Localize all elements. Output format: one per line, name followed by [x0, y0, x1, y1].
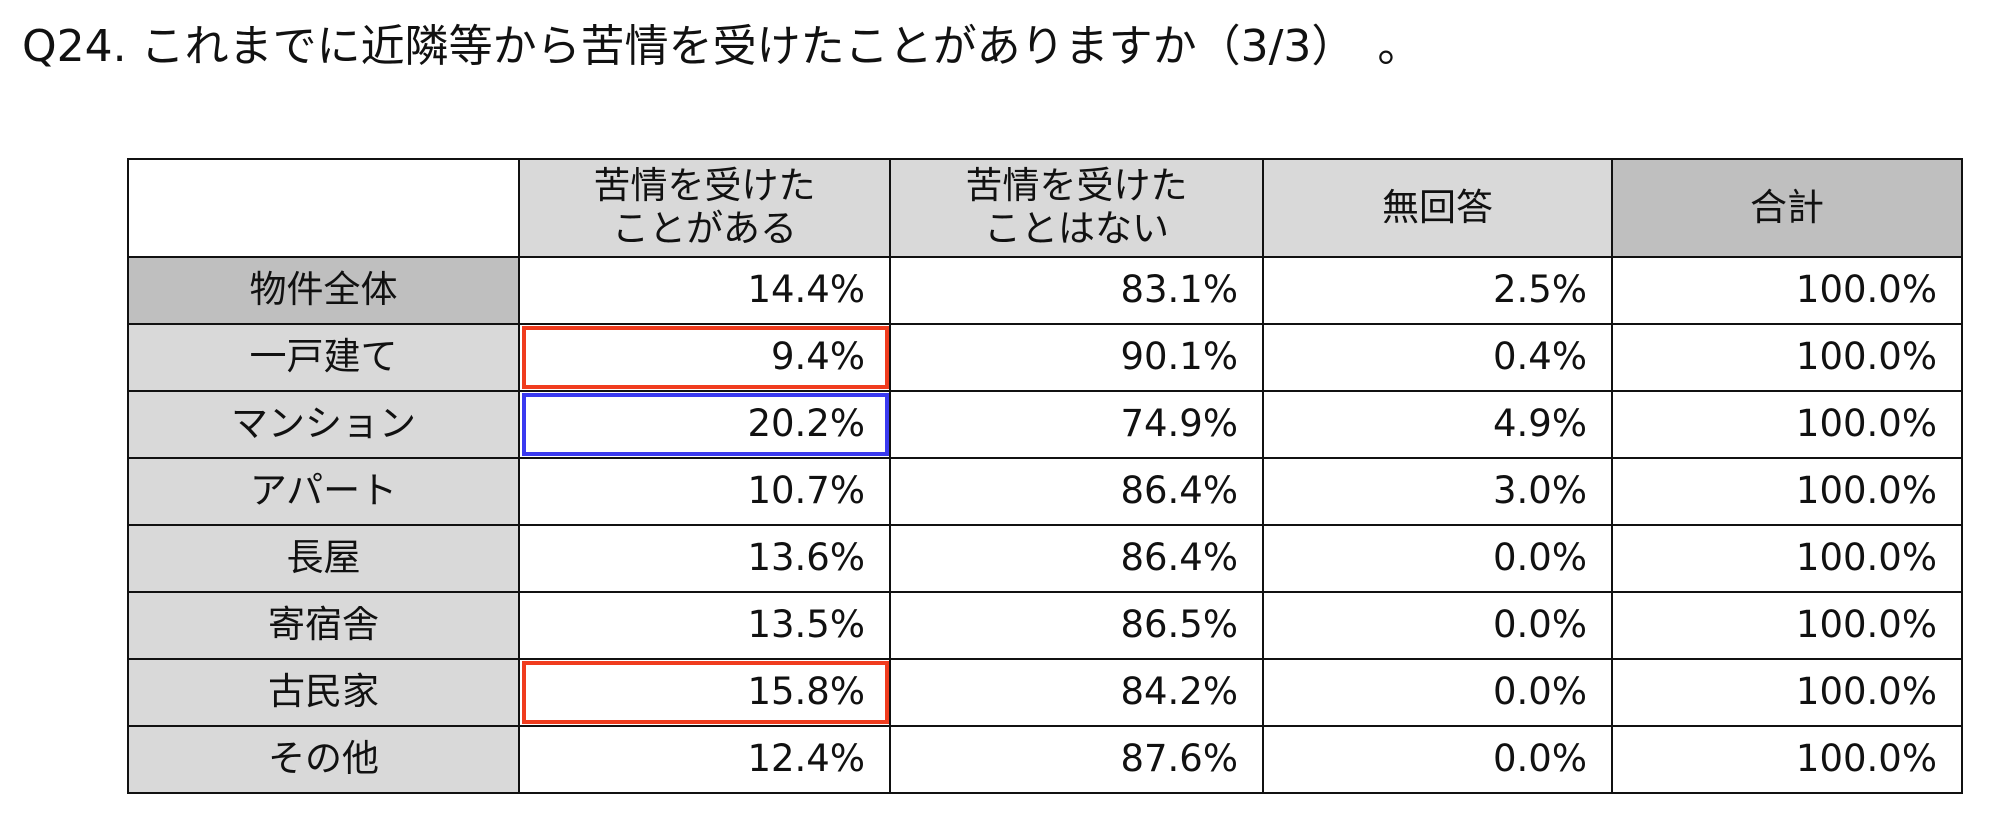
header-cell — [127, 158, 520, 258]
value-cell: 86.4% — [889, 457, 1264, 526]
value-cell: 20.2% — [518, 390, 891, 459]
value-cell: 0.0% — [1262, 591, 1613, 660]
table-row: 長屋 13.6% 86.4% 0.0% 100.0% — [127, 524, 1963, 593]
row-label: その他 — [127, 725, 520, 794]
value-cell: 84.2% — [889, 658, 1264, 727]
header-row: 苦情を受けた ことがある 苦情を受けた ことはない 無回答 合計 — [127, 158, 1963, 258]
value-cell: 83.1% — [889, 256, 1264, 325]
row-label: 長屋 — [127, 524, 520, 593]
value-cell: 0.0% — [1262, 524, 1613, 593]
value-cell: 14.4% — [518, 256, 891, 325]
value-cell: 2.5% — [1262, 256, 1613, 325]
value-cell: 12.4% — [518, 725, 891, 794]
header-cell: 苦情を受けた ことはない — [889, 158, 1264, 258]
row-label: 物件全体 — [127, 256, 520, 325]
value-cell: 13.5% — [518, 591, 891, 660]
table-row: マンション 20.2% 74.9% 4.9% 100.0% — [127, 390, 1963, 459]
value-cell: 86.5% — [889, 591, 1264, 660]
value-cell: 100.0% — [1611, 524, 1963, 593]
row-label: アパート — [127, 457, 520, 526]
table-row: 寄宿舎 13.5% 86.5% 0.0% 100.0% — [127, 591, 1963, 660]
header-cell: 合計 — [1611, 158, 1963, 258]
table-row: その他 12.4% 87.6% 0.0% 100.0% — [127, 725, 1963, 794]
value-cell: 74.9% — [889, 390, 1264, 459]
header-cell: 苦情を受けた ことがある — [518, 158, 891, 258]
value-cell: 87.6% — [889, 725, 1264, 794]
value-cell: 100.0% — [1611, 323, 1963, 392]
value-cell: 15.8% — [518, 658, 891, 727]
value-cell: 4.9% — [1262, 390, 1613, 459]
table-body: 苦情を受けた ことがある 苦情を受けた ことはない 無回答 合計 物件全体 14.4% 83… — [127, 158, 1963, 794]
value-cell: 3.0% — [1262, 457, 1613, 526]
row-label: 古民家 — [127, 658, 520, 727]
value-cell: 0.4% — [1262, 323, 1613, 392]
table-row: 一戸建て 9.4% 90.1% 0.4% 100.0% — [127, 323, 1963, 392]
value-cell: 100.0% — [1611, 390, 1963, 459]
value-cell: 90.1% — [889, 323, 1264, 392]
value-cell: 0.0% — [1262, 658, 1613, 727]
value-cell: 100.0% — [1611, 457, 1963, 526]
value-cell: 100.0% — [1611, 725, 1963, 794]
value-cell: 0.0% — [1262, 725, 1613, 794]
value-cell: 86.4% — [889, 524, 1264, 593]
value-cell: 100.0% — [1611, 256, 1963, 325]
value-cell: 9.4% — [518, 323, 891, 392]
row-label: 一戸建て — [127, 323, 520, 392]
row-label: 寄宿舎 — [127, 591, 520, 660]
value-cell: 100.0% — [1611, 658, 1963, 727]
header-cell: 無回答 — [1262, 158, 1613, 258]
result-table: 苦情を受けた ことがある 苦情を受けた ことはない 無回答 合計 物件全体 14.4% 83… — [127, 158, 1963, 794]
table-row: 古民家 15.8% 84.2% 0.0% 100.0% — [127, 658, 1963, 727]
row-label: マンション — [127, 390, 520, 459]
page-title: Q24. これまでに近隣等から苦情を受けたことがありますか（3/3） 。 — [22, 21, 1422, 72]
table-row: アパート 10.7% 86.4% 3.0% 100.0% — [127, 457, 1963, 526]
value-cell: 10.7% — [518, 457, 891, 526]
table-row: 物件全体 14.4% 83.1% 2.5% 100.0% — [127, 256, 1963, 325]
value-cell: 13.6% — [518, 524, 891, 593]
value-cell: 100.0% — [1611, 591, 1963, 660]
